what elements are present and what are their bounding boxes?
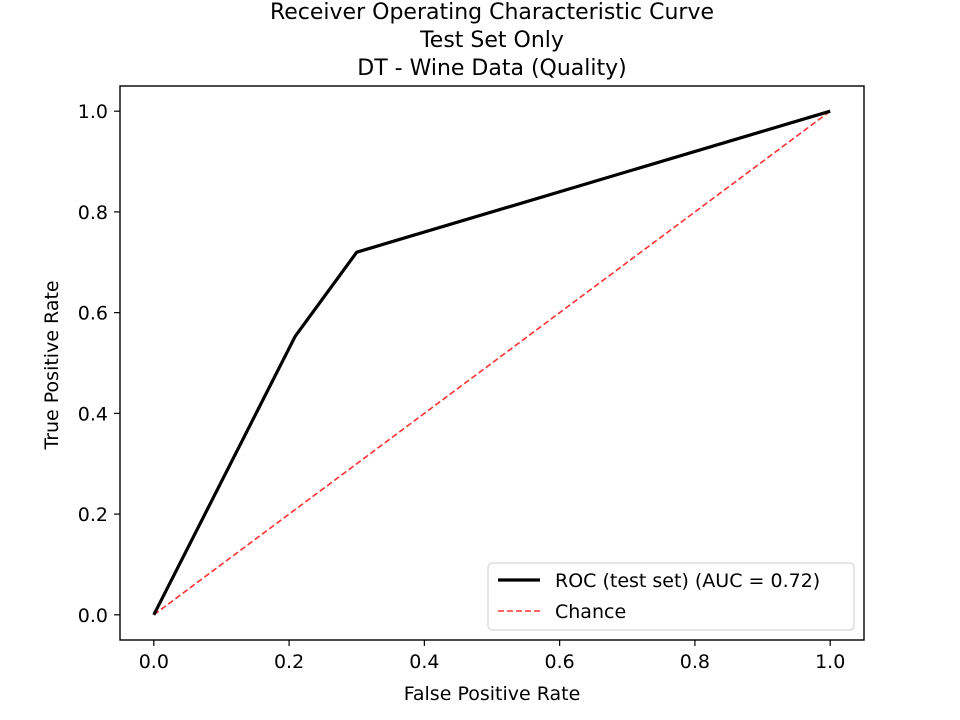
roc-curve-line bbox=[152, 109, 831, 616]
y-tick-label: 0.0 bbox=[78, 605, 108, 627]
x-tick-label: 0.4 bbox=[409, 651, 439, 673]
plot-area bbox=[119, 85, 865, 641]
plot-frame bbox=[119, 85, 865, 641]
y-tick-label: 0.4 bbox=[78, 403, 108, 425]
y-tick-label: 0.6 bbox=[78, 303, 108, 325]
legend-label-roc: ROC (test set) (AUC = 0.72) bbox=[555, 570, 820, 592]
x-tick-label: 0.2 bbox=[274, 651, 304, 673]
chart-title: Receiver Operating Characteristic Curve T… bbox=[270, 0, 714, 81]
y-tick-label: 1.0 bbox=[78, 101, 108, 123]
x-tick-label: 0.8 bbox=[680, 651, 710, 673]
legend-box bbox=[487, 562, 855, 631]
x-axis: 0.0 0.2 0.4 0.6 0.8 1.0 bbox=[139, 640, 845, 673]
legend: ROC (test set) (AUC = 0.72) Chance bbox=[487, 562, 855, 631]
y-axis: 0.0 0.2 0.4 0.6 0.8 1.0 bbox=[78, 101, 120, 627]
x-tick-label: 0.0 bbox=[139, 651, 169, 673]
chance-line bbox=[153, 110, 831, 616]
chart-title-line-1: Receiver Operating Characteristic Curve bbox=[270, 0, 714, 25]
y-tick-label: 0.2 bbox=[78, 504, 108, 526]
x-axis-label: False Positive Rate bbox=[404, 683, 581, 705]
chart-title-line-3: DT - Wine Data (Quality) bbox=[357, 56, 626, 81]
y-tick-label: 0.8 bbox=[78, 202, 108, 224]
chart-title-line-2: Test Set Only bbox=[419, 28, 564, 53]
x-tick-label: 1.0 bbox=[815, 651, 845, 673]
x-tick-label: 0.6 bbox=[545, 651, 575, 673]
y-axis-label: True Positive Rate bbox=[41, 280, 63, 450]
legend-label-chance: Chance bbox=[555, 601, 626, 623]
